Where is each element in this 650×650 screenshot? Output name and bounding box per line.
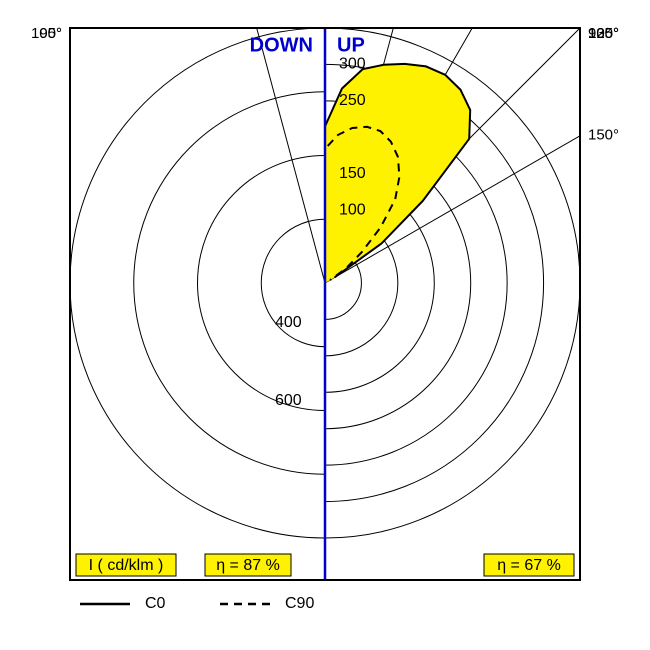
- svg-text:250: 250: [339, 92, 366, 109]
- svg-text:100: 100: [339, 201, 366, 218]
- svg-text:400: 400: [275, 314, 302, 331]
- svg-text:η = 87 %: η = 87 %: [216, 557, 280, 574]
- svg-text:150°: 150°: [588, 127, 619, 144]
- svg-text:300: 300: [339, 56, 366, 73]
- svg-text:η = 67 %: η = 67 %: [497, 557, 561, 574]
- svg-text:105°: 105°: [31, 25, 62, 42]
- svg-text:UP: UP: [337, 34, 365, 56]
- svg-text:I ( cd/klm ): I ( cd/klm ): [89, 557, 164, 574]
- svg-text:150: 150: [339, 165, 366, 182]
- svg-text:600: 600: [275, 392, 302, 409]
- svg-text:135°: 135°: [588, 25, 619, 42]
- svg-text:C0: C0: [145, 595, 166, 612]
- svg-text:C90: C90: [285, 595, 314, 612]
- svg-text:DOWN: DOWN: [250, 34, 313, 56]
